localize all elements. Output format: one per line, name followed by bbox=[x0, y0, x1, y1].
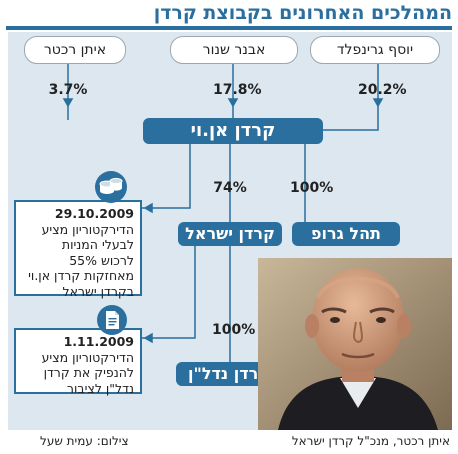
photo-credit: צילום: עמית שעל bbox=[40, 434, 129, 448]
photo-caption: איתן רכטר, מנכ"ל קרדן ישראל bbox=[291, 434, 450, 448]
note-line: הדירקטוריון מציע bbox=[41, 221, 134, 237]
connector-note1 bbox=[140, 143, 191, 209]
company-kardan-israel: קרדן ישראל bbox=[178, 222, 282, 246]
holding-kardan-nv: קרדן אן.וי bbox=[143, 118, 323, 144]
note-line: נדל"ן לציבור bbox=[66, 380, 134, 396]
arrow-rechter bbox=[62, 98, 74, 108]
note-line: לרכוש 55% bbox=[69, 252, 134, 268]
company-kardan-nadlan: קרדן נדל"ן bbox=[176, 362, 282, 386]
note-date: 29.10.2009 bbox=[54, 206, 134, 221]
connector-note2 bbox=[140, 246, 196, 339]
coins-icon bbox=[94, 170, 128, 208]
note-line: מאחזקות קרדן אן.וי bbox=[28, 268, 134, 283]
portrait-photo bbox=[258, 258, 452, 430]
note-date: 1.11.2009 bbox=[63, 334, 134, 349]
stake-nadlan: 100% bbox=[212, 322, 256, 338]
stake-israel: 74% bbox=[213, 180, 247, 196]
owner-shnur: אבנר שנור bbox=[170, 36, 298, 64]
arrow-greenfeld bbox=[372, 98, 384, 108]
page-title: המהלכים האחרונים בקבוצת קרדן bbox=[153, 2, 452, 24]
note-line: לבעלי המניות bbox=[61, 237, 134, 252]
document-icon bbox=[96, 304, 128, 340]
company-tahal: תהל גרופ bbox=[292, 222, 400, 246]
arrow-note1 bbox=[143, 202, 153, 214]
note-29-10-2009: 29.10.2009 הדירקטוריון מציע לבעלי המניות… bbox=[14, 200, 142, 299]
stake-rechter: 3.7% bbox=[48, 82, 88, 98]
note-1-11-2009: 1.11.2009 הדירקטוריון מציע להנפיק את קרד… bbox=[14, 328, 142, 396]
owner-rechter: איתן רכטר bbox=[24, 36, 126, 64]
stake-tahal: 100% bbox=[290, 180, 334, 196]
owner-greenfeld: יוסף גרינפלד bbox=[310, 36, 440, 64]
title-underline bbox=[6, 26, 452, 30]
arrow-shnur bbox=[227, 98, 239, 108]
stake-greenfeld: 20.2% bbox=[358, 82, 407, 98]
arrow-note2 bbox=[143, 332, 153, 344]
note-line: להנפיק את קרדן bbox=[43, 365, 134, 380]
note-line: הדירקטוריון מציע bbox=[41, 349, 134, 365]
stake-shnur: 17.8% bbox=[213, 82, 262, 98]
connector-greenfeld bbox=[322, 60, 379, 131]
note-line: בקרדן ישראל bbox=[62, 283, 134, 299]
